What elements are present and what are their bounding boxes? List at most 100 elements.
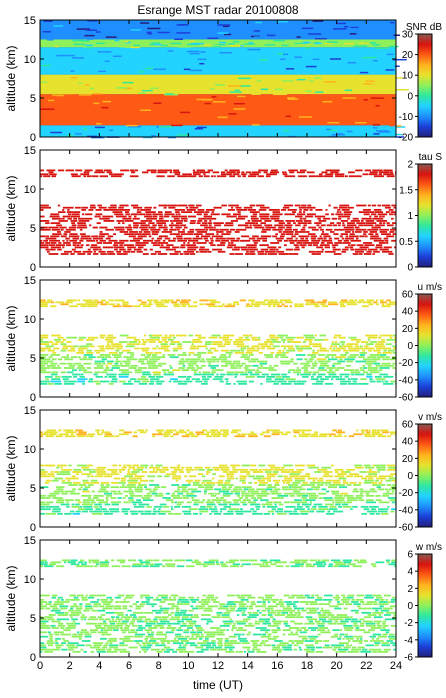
data-cell [279, 301, 283, 303]
data-cell [339, 616, 349, 618]
data-cell [87, 465, 93, 467]
snr-cell [43, 31, 51, 33]
data-cell [304, 649, 310, 651]
data-cell [318, 493, 326, 495]
data-cell [144, 651, 147, 653]
data-cell [354, 475, 363, 477]
data-cell [125, 495, 128, 497]
data-cell [238, 383, 247, 385]
data-cell [130, 495, 137, 497]
data-cell [220, 511, 222, 513]
data-cell [117, 303, 120, 305]
data-cell [62, 209, 64, 211]
data-cell [265, 563, 268, 565]
data-cell [112, 504, 119, 506]
data-cell [311, 484, 314, 486]
data-cell [327, 629, 329, 631]
data-cell [309, 251, 316, 253]
data-cell [221, 233, 230, 235]
data-cell [284, 601, 292, 603]
data-cell [51, 374, 58, 376]
data-cell [295, 224, 300, 226]
data-cell [115, 435, 119, 437]
data-cell [363, 371, 368, 373]
data-cell [266, 173, 277, 175]
data-cell [60, 634, 71, 636]
data-cell [334, 634, 338, 636]
x-tick-label: 20 [331, 660, 343, 672]
data-cell [93, 249, 99, 251]
data-cell [74, 251, 82, 253]
snr-cell [189, 70, 202, 72]
data-cell [150, 381, 154, 383]
data-cell [286, 482, 290, 484]
data-cell [335, 651, 338, 653]
data-cell [71, 222, 75, 224]
data-cell [368, 249, 378, 251]
data-cell [386, 560, 390, 562]
data-cell [135, 608, 140, 610]
data-cell [195, 381, 202, 383]
data-cell [46, 170, 55, 172]
data-cell [264, 300, 269, 302]
data-cell [87, 253, 91, 255]
data-cell [248, 491, 259, 493]
data-cell [139, 303, 146, 305]
data-cell [340, 235, 343, 237]
data-cell [372, 170, 382, 172]
data-cell [63, 629, 70, 631]
data-cell [133, 563, 144, 565]
data-cell [264, 354, 273, 356]
data-cell [342, 224, 345, 226]
data-cell [282, 376, 290, 378]
data-cell [77, 631, 79, 633]
data-cell [240, 469, 248, 471]
data-cell [248, 612, 252, 614]
snr-cell [180, 112, 190, 114]
snr-cell [255, 22, 262, 24]
data-cell [351, 244, 356, 246]
snr-cell [240, 85, 250, 87]
data-cell [116, 348, 122, 350]
data-cell [134, 348, 139, 350]
snr-cell [288, 98, 299, 100]
data-cell [171, 506, 173, 508]
snr-cell [123, 82, 134, 84]
data-cell [275, 614, 285, 616]
data-cell [236, 363, 240, 365]
data-cell [63, 378, 69, 380]
snr-cell [243, 82, 256, 84]
snr-cell [274, 78, 281, 80]
data-cell [308, 222, 312, 224]
data-cell [184, 629, 189, 631]
data-cell [218, 504, 227, 506]
data-cell [231, 491, 240, 493]
data-cell [49, 433, 57, 435]
data-cell [268, 305, 271, 307]
data-cell [158, 224, 163, 226]
data-cell [177, 240, 187, 242]
data-cell [134, 488, 143, 490]
data-cell [311, 235, 317, 237]
data-cell [64, 383, 75, 385]
data-cell [120, 486, 128, 488]
data-cell [139, 213, 146, 215]
data-cell [108, 303, 115, 305]
data-cell [75, 504, 80, 506]
data-cell [98, 623, 108, 625]
data-cell [70, 605, 78, 607]
data-cell [102, 601, 113, 603]
data-cell [320, 348, 327, 350]
data-cell [201, 235, 210, 237]
data-cell [52, 511, 60, 513]
y-tick-label: 15 [24, 405, 36, 417]
data-cell [251, 497, 256, 499]
snr-cell [233, 126, 237, 128]
data-cell [200, 644, 211, 646]
data-cell [89, 511, 92, 513]
snr-cell [109, 130, 113, 132]
data-cell [198, 601, 203, 603]
data-cell [363, 631, 370, 633]
data-cell [185, 636, 190, 638]
data-cell [291, 358, 294, 360]
